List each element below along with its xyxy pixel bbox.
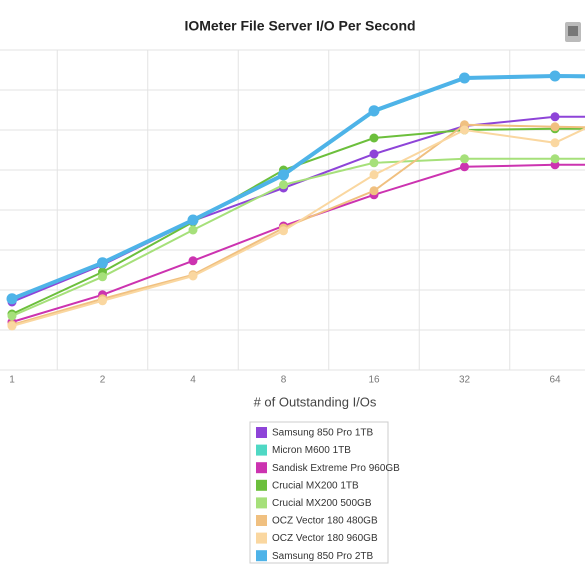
data-point (460, 162, 469, 172)
series-line (11, 157, 585, 317)
data-point (98, 272, 107, 282)
data-point (368, 105, 380, 117)
legend-label: Samsung 850 Pro 1TB (272, 428, 373, 439)
legend-item: Micron M600 1TB (256, 444, 351, 456)
legend-item: Crucial MX200 1TB (256, 479, 359, 491)
x-tick-label: 32 (459, 375, 471, 386)
data-point (7, 311, 17, 321)
legend-item: OCZ Vector 180 960GB (256, 532, 378, 544)
legend-swatch (256, 532, 267, 544)
x-tick-label: 16 (368, 375, 380, 386)
data-point (550, 154, 560, 164)
legend-item: OCZ Vector 180 480GB (256, 515, 378, 527)
data-point (6, 293, 18, 305)
x-tick-label: 4 (190, 375, 196, 386)
data-point (188, 225, 198, 235)
legend-item: Crucial MX200 500GB (256, 497, 372, 509)
data-point (549, 70, 561, 82)
data-point (187, 214, 199, 226)
data-point (460, 154, 469, 164)
legend-label: Samsung 850 Pro 2TB (272, 551, 373, 562)
data-point (97, 257, 108, 269)
series-line (11, 123, 585, 326)
x-tick-label: 2 (100, 375, 106, 386)
legend-swatch (256, 427, 267, 438)
legend-swatch (256, 497, 267, 509)
series-line (11, 127, 585, 327)
series-line (11, 127, 585, 315)
data-point (279, 180, 288, 190)
chart-title: IOMeter File Server I/O Per Second (184, 18, 415, 34)
legend-swatch (256, 550, 267, 562)
legend-label: OCZ Vector 180 960GB (272, 533, 378, 544)
legend-item: Samsung 850 Pro 2TB (256, 550, 373, 562)
data-point (550, 112, 560, 122)
series-line (11, 73, 585, 301)
data-point (550, 138, 560, 148)
data-point (369, 186, 379, 196)
data-point (188, 256, 198, 266)
legend-item: Samsung 850 Pro 1TB (256, 427, 373, 439)
legend-label: Crucial MX200 500GB (272, 498, 372, 509)
data-point (369, 133, 379, 143)
x-tick-label: 1 (9, 375, 15, 386)
x-tick-label: 64 (549, 375, 561, 386)
x-tick-label: 8 (281, 375, 287, 386)
x-axis-label: # of Outstanding I/Os (254, 394, 377, 409)
data-point (369, 170, 379, 180)
legend-swatch (256, 462, 267, 474)
legend-label: OCZ Vector 180 480GB (272, 516, 378, 527)
legend-swatch (256, 515, 267, 526)
data-point (188, 271, 198, 281)
data-point (279, 226, 288, 236)
data-point (369, 158, 379, 168)
data-point (98, 296, 107, 306)
data-point (550, 122, 560, 132)
logo-icon (565, 22, 581, 42)
data-point (7, 321, 17, 331)
legend-swatch (256, 479, 267, 491)
legend-label: Crucial MX200 1TB (272, 480, 359, 491)
legend-label: Micron M600 1TB (272, 445, 351, 456)
legend-box (249, 421, 389, 564)
legend-label: Sandisk Extreme Pro 960GB (272, 463, 400, 474)
series-line (11, 163, 585, 323)
legend-item: Sandisk Extreme Pro 960GB (256, 462, 400, 474)
legend-swatch (256, 444, 267, 456)
data-point (459, 72, 470, 84)
data-point (369, 149, 379, 159)
data-point (278, 169, 289, 181)
data-point (460, 125, 469, 135)
